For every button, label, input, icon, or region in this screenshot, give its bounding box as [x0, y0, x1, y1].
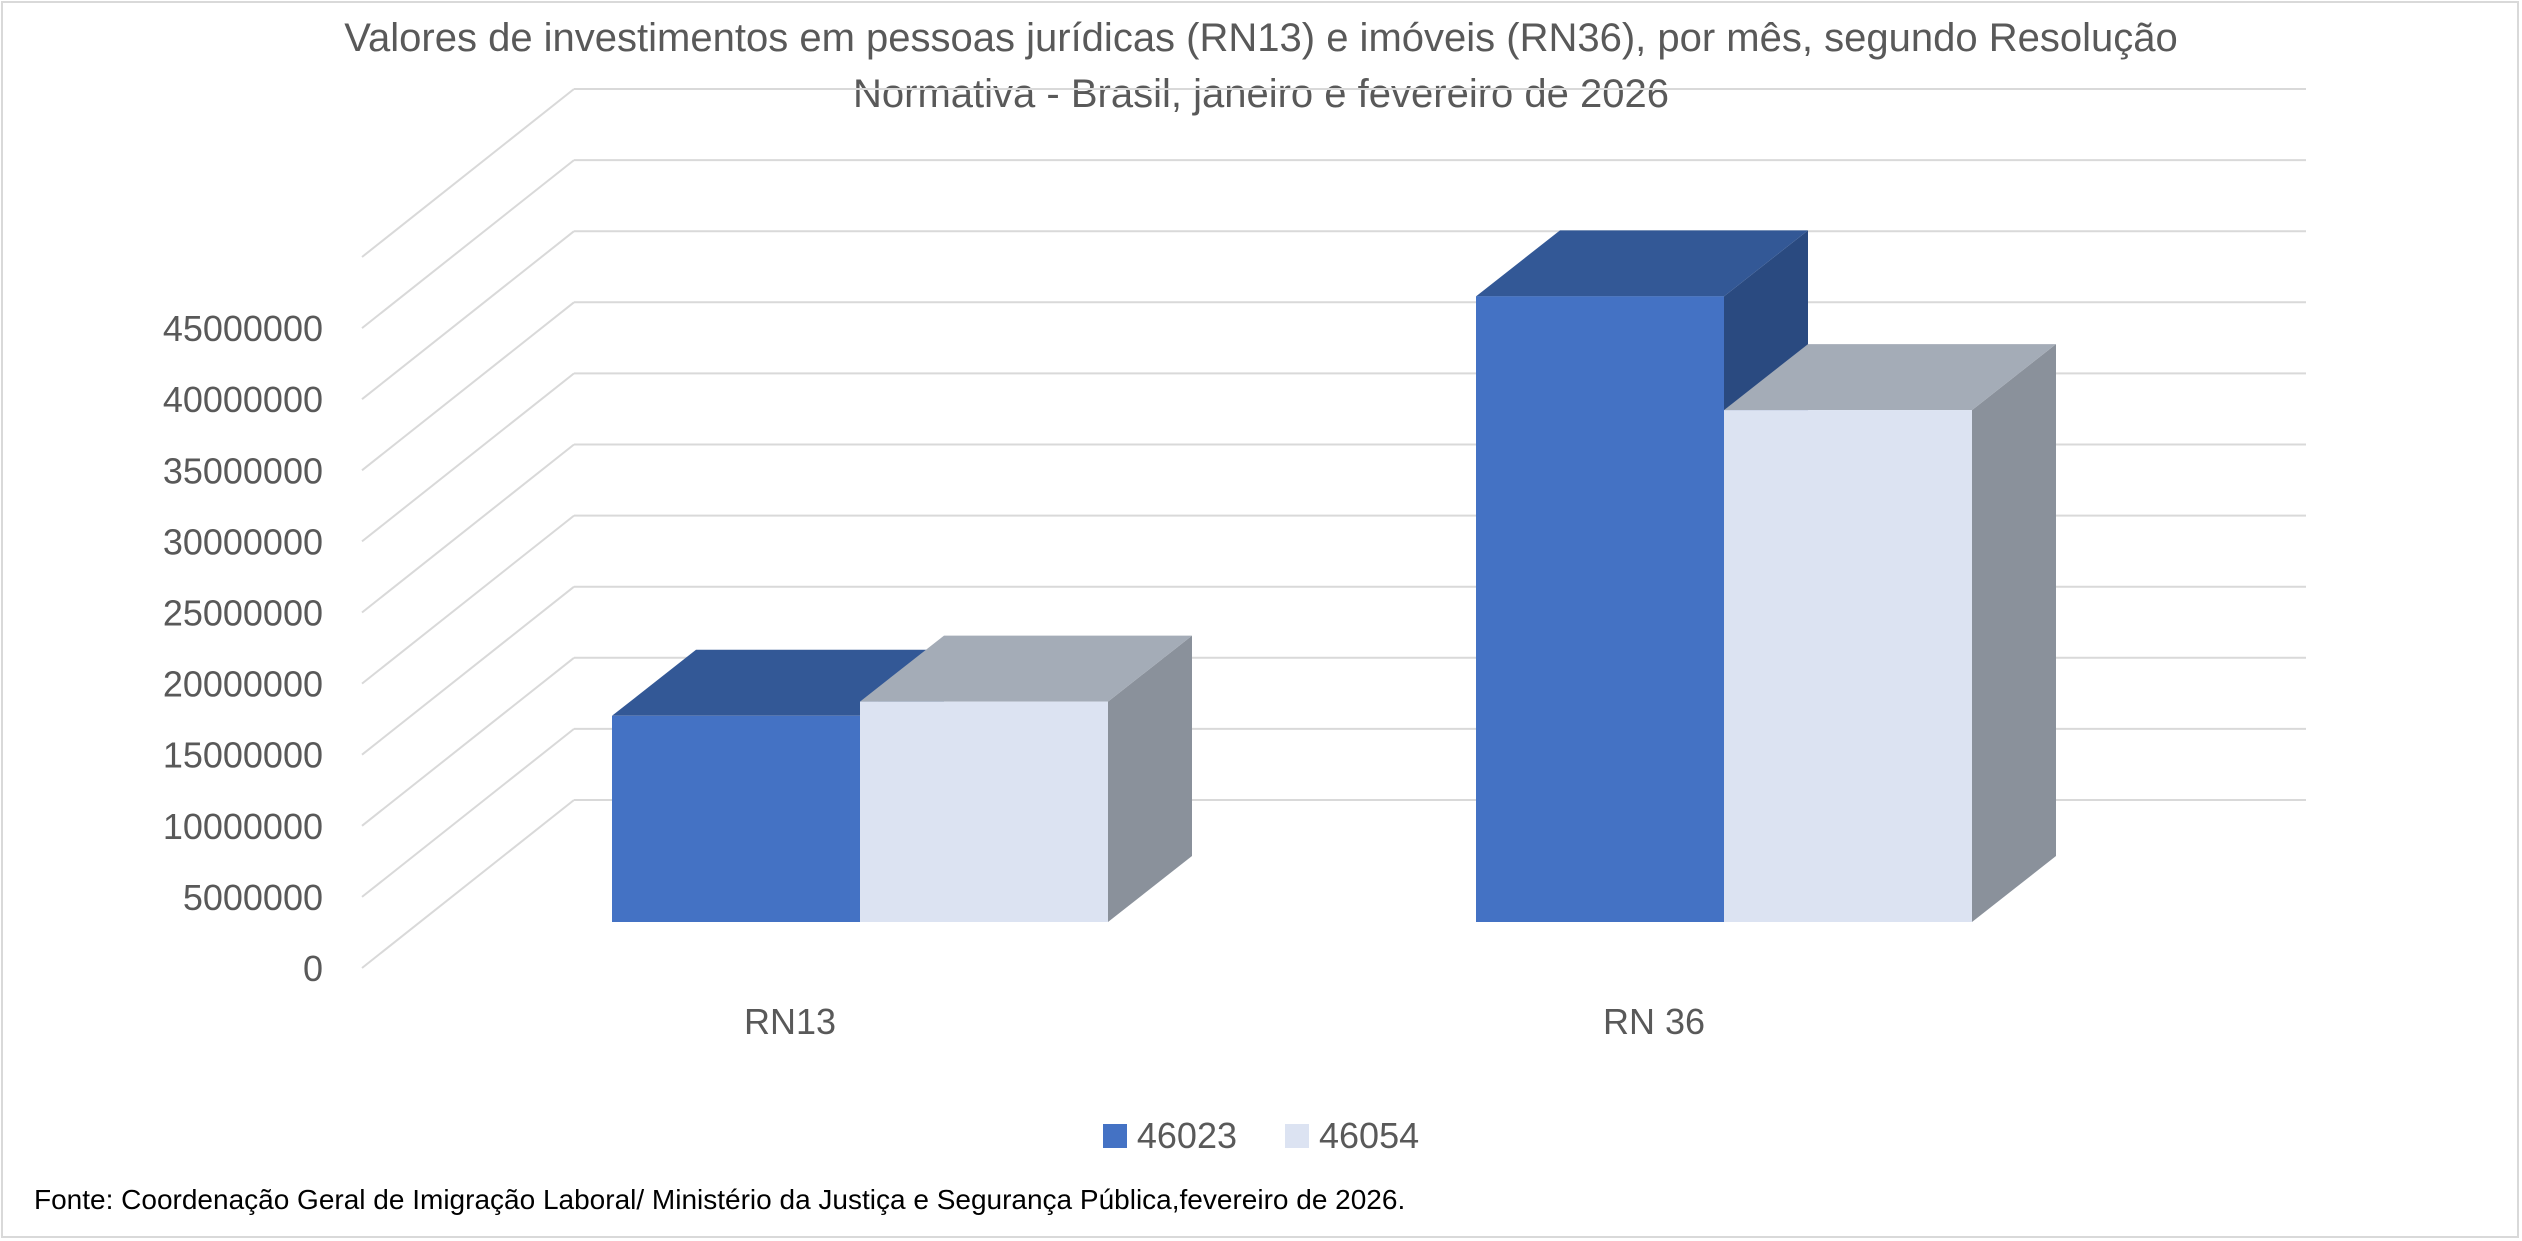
legend-item-series-2: 46054: [1285, 1115, 1419, 1157]
gridline-diagonal: [361, 372, 575, 543]
gridline-diagonal: [361, 88, 575, 258]
gridline-diagonal: [361, 230, 575, 400]
bar-front: [612, 715, 860, 922]
y-tick-label: 40000000: [163, 379, 323, 420]
gridline-diagonal: [361, 159, 575, 329]
legend-swatch-series-2: [1285, 1124, 1309, 1148]
bar-top: [860, 635, 1192, 702]
chart-legend: 46023 46054: [0, 1115, 2522, 1157]
y-tick-label: 20000000: [163, 664, 323, 705]
y-tick-label: 35000000: [163, 450, 323, 491]
legend-label-series-1: 46023: [1136, 1115, 1237, 1156]
y-tick-label: 30000000: [163, 521, 323, 562]
bar-top: [1476, 230, 1808, 297]
y-tick-label: 45000000: [163, 308, 323, 349]
gridline-diagonal: [361, 301, 575, 472]
bar-top: [612, 649, 944, 716]
bar-front: [1724, 410, 1972, 922]
gridline-diagonal: [361, 728, 575, 898]
legend-item-series-1: 46023: [1102, 1115, 1237, 1157]
source-note: Fonte: Coordenação Geral de Imigração La…: [34, 1184, 1406, 1215]
gridline-diagonal: [361, 799, 575, 969]
chart-title-line-1: Valores de investimentos em pessoas jurí…: [344, 16, 2178, 60]
gridline-diagonal: [361, 514, 575, 685]
bar-top: [1724, 344, 2056, 411]
y-tick-label: 15000000: [163, 735, 323, 776]
x-category-label: RN 36: [1603, 1001, 1705, 1042]
bar-front: [1476, 296, 1724, 922]
bar-side: [1108, 635, 1192, 922]
y-tick-label: 0: [303, 948, 323, 989]
chart-title-line-2: Normativa - Brasil, janeiro e fevereiro …: [853, 72, 1669, 116]
bar-side: [1972, 344, 2056, 923]
x-category-label: RN13: [744, 1001, 836, 1042]
legend-swatch-series-1: [1102, 1124, 1127, 1148]
gridline-diagonal: [361, 657, 575, 827]
y-tick-label: 10000000: [163, 806, 323, 847]
gridline-diagonal: [361, 585, 575, 756]
y-tick-label: 25000000: [163, 593, 323, 634]
bar-46054-RN36: [1724, 344, 2056, 923]
gridline-diagonal: [361, 443, 575, 614]
y-tick-label: 5000000: [183, 877, 323, 918]
bar-46054-RN13: [860, 635, 1192, 922]
bar-front: [860, 701, 1108, 922]
legend-label-series-2: 46054: [1319, 1115, 1420, 1156]
